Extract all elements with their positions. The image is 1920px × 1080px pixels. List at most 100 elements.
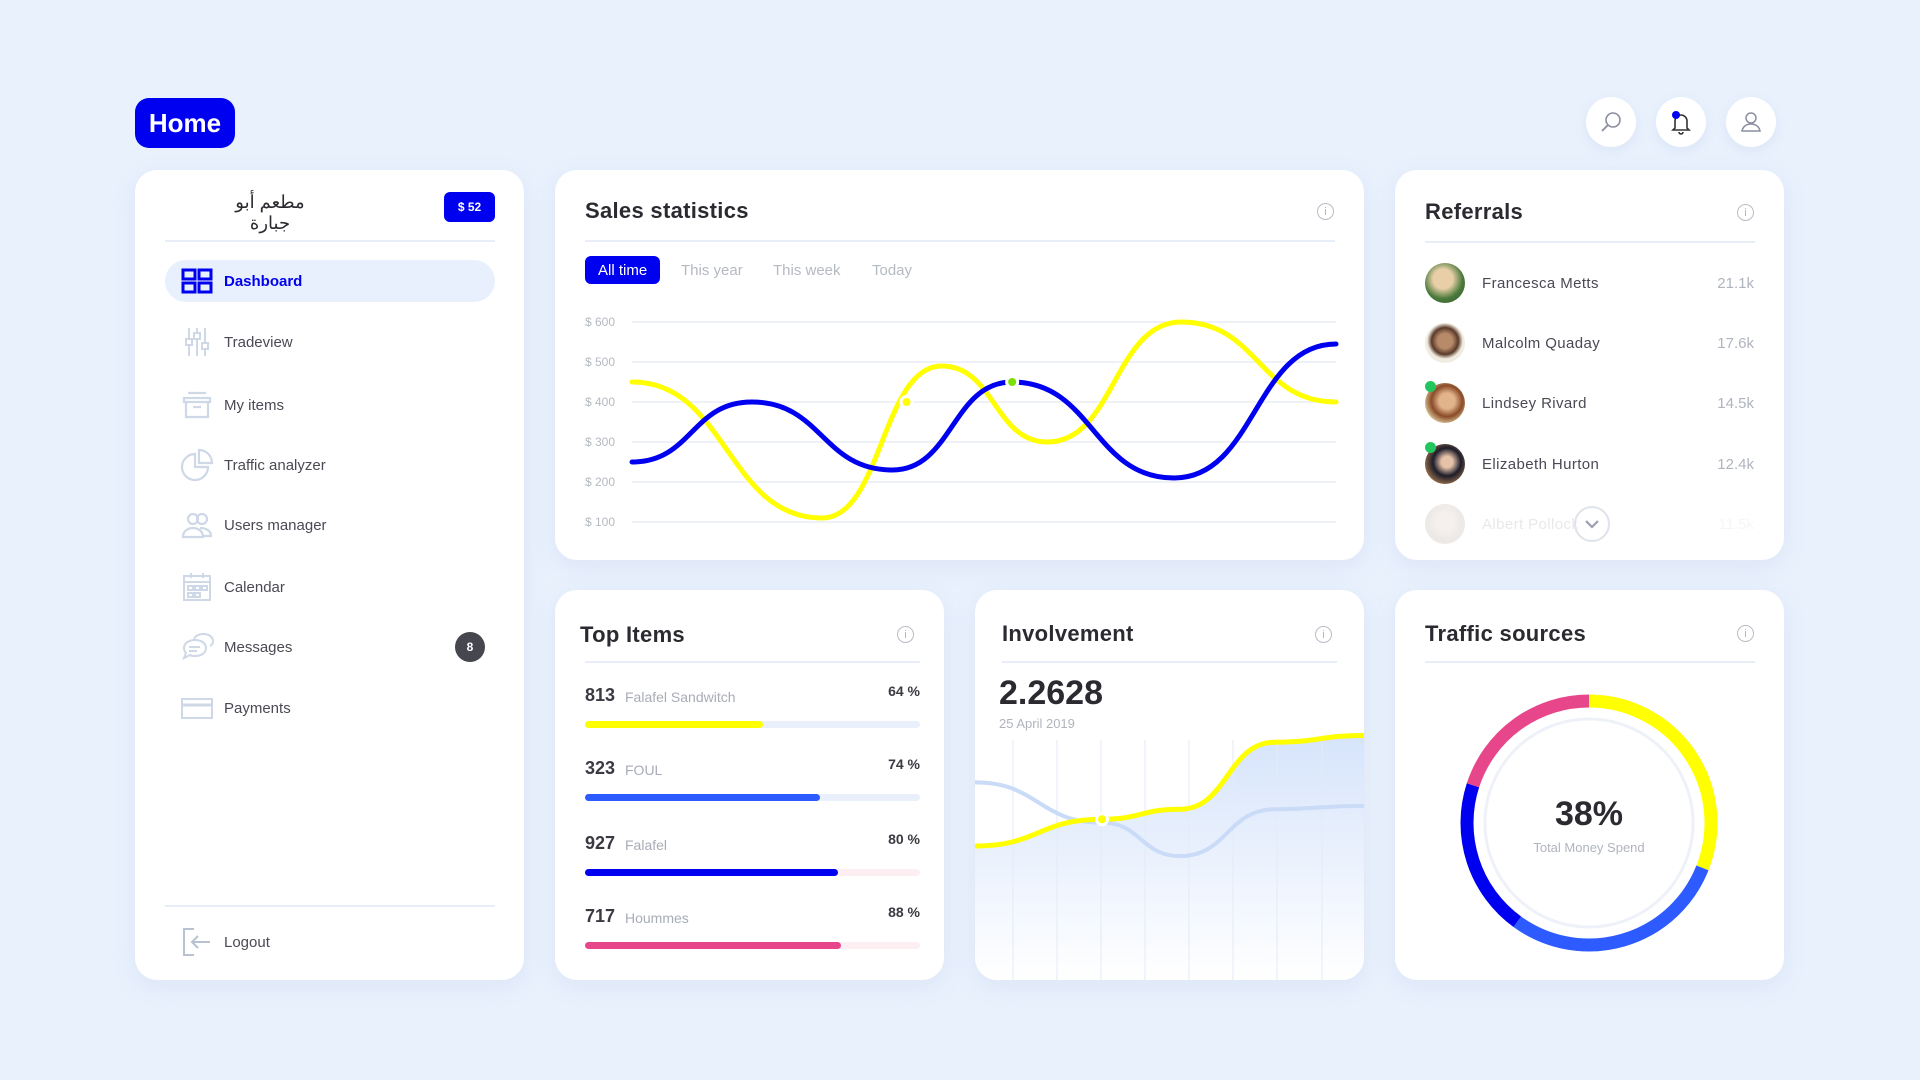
- item-percent: 74 %: [888, 756, 920, 772]
- sidebar-item-tradeview[interactable]: Tradeview: [165, 321, 495, 363]
- sidebar-item-my-items[interactable]: My items: [165, 384, 495, 426]
- referrals-card: Referrals i Francesca Metts 21.1k Malcol…: [1395, 170, 1784, 560]
- sidebar-item-payments[interactable]: Payments: [165, 687, 495, 729]
- home-title-badge[interactable]: Home: [135, 98, 235, 148]
- sidebar-item-calendar[interactable]: Calendar: [165, 566, 495, 608]
- sidebar-item-label: Payments: [224, 699, 291, 717]
- referral-value: 17.6k: [1717, 334, 1754, 352]
- donut-segment: [1513, 865, 1709, 952]
- pie-chart-icon: [180, 448, 214, 482]
- item-progress-fill: [585, 869, 838, 876]
- show-more-button[interactable]: [1574, 506, 1610, 542]
- info-icon[interactable]: i: [1737, 204, 1754, 221]
- notifications-button[interactable]: [1656, 97, 1706, 147]
- traffic-donut-chart: [1460, 694, 1718, 952]
- sidebar-item-messages[interactable]: Messages 8: [165, 626, 495, 668]
- sidebar-item-traffic-analyzer[interactable]: Traffic analyzer: [165, 444, 495, 486]
- item-progress-fill: [585, 721, 763, 728]
- item-progress-fill: [585, 794, 820, 801]
- referral-name: Francesca Metts: [1482, 274, 1599, 292]
- y-tick-label: $ 300: [585, 435, 616, 449]
- info-icon[interactable]: i: [1317, 203, 1334, 220]
- referral-value: 12.4k: [1717, 455, 1754, 473]
- sidebar-item-dashboard[interactable]: Dashboard: [165, 260, 495, 302]
- info-icon[interactable]: i: [1315, 626, 1332, 643]
- referral-row[interactable]: Malcolm Quaday 17.6k: [1425, 321, 1754, 365]
- referrals-title: Referrals: [1425, 199, 1524, 224]
- sidebar-item-label: My items: [224, 396, 284, 414]
- chevron-down-icon: [1585, 520, 1599, 529]
- search-button[interactable]: [1586, 97, 1636, 147]
- chat-icon: [182, 632, 214, 661]
- credit-card-icon: [181, 698, 213, 719]
- item-count: 717: [585, 906, 616, 926]
- involvement-card: Involvement i 2.2628 25 April 2019: [975, 590, 1364, 980]
- traffic-divider: [1425, 661, 1755, 663]
- involvement-date: 25 April 2019: [999, 716, 1075, 731]
- info-icon[interactable]: i: [897, 626, 914, 643]
- online-indicator: [1425, 381, 1436, 392]
- tab-all-time[interactable]: All time: [585, 256, 661, 284]
- item-name: Hoummes: [625, 910, 689, 926]
- referral-row[interactable]: Albert Pollock 11.5k: [1425, 502, 1754, 546]
- item-name: Falafel Sandwitch: [625, 689, 736, 705]
- referral-row[interactable]: Francesca Metts 21.1k: [1425, 261, 1754, 305]
- y-tick-label: $ 200: [585, 475, 616, 489]
- sidebar: مطعم أبو جبارة $ 52 Dashboard Tradeview …: [135, 170, 524, 980]
- sidebar-item-users-manager[interactable]: Users manager: [165, 504, 495, 546]
- referral-row[interactable]: Lindsey Rivard 14.5k: [1425, 381, 1754, 425]
- item-percent: 80 %: [888, 831, 920, 847]
- sales-statistics-card: Sales statistics i All time This year Th…: [555, 170, 1364, 560]
- referral-value: 14.5k: [1717, 394, 1754, 412]
- logout-button[interactable]: Logout: [165, 921, 495, 963]
- item-progress-bar: [585, 869, 920, 876]
- referral-row[interactable]: Elizabeth Hurton 12.4k: [1425, 442, 1754, 486]
- sidebar-item-label: Traffic analyzer: [224, 456, 326, 474]
- donut-segment: [1588, 694, 1718, 871]
- involvement-yellow-line: [975, 733, 1364, 849]
- tab-this-year[interactable]: This year: [681, 261, 743, 279]
- top-items-title: Top Items: [580, 622, 685, 647]
- sidebar-divider: [165, 240, 495, 242]
- donut-segment: [1466, 694, 1590, 788]
- item-progress-bar: [585, 721, 920, 728]
- tab-today[interactable]: Today: [872, 261, 913, 279]
- sales-title: Sales statistics: [585, 198, 749, 223]
- sidebar-item-label: Dashboard: [224, 272, 303, 290]
- tab-this-week[interactable]: This week: [773, 261, 841, 279]
- calendar-icon: [183, 573, 211, 601]
- dashboard-icon: [181, 268, 213, 294]
- item-progress-bar: [585, 942, 920, 949]
- user-icon: [1741, 112, 1761, 132]
- traffic-percent: 38%: [1554, 795, 1624, 833]
- y-tick-label: $ 400: [585, 395, 616, 409]
- avatar: [1425, 504, 1465, 544]
- profile-button[interactable]: [1726, 97, 1776, 147]
- item-percent: 88 %: [888, 904, 920, 920]
- avatar: [1425, 323, 1465, 363]
- item-percent: 64 %: [888, 683, 920, 699]
- messages-count-badge: 8: [455, 632, 485, 662]
- series-blue-line: [629, 341, 1339, 481]
- referral-name: Malcolm Quaday: [1482, 334, 1601, 352]
- referrals-divider: [1425, 241, 1755, 243]
- top-items-card: Top Items i 813 Falafel Sandwitch 64 % 3…: [555, 590, 944, 980]
- involvement-area: [975, 735, 1364, 980]
- info-icon[interactable]: i: [1737, 625, 1754, 642]
- referral-value: 11.5k: [1718, 515, 1754, 533]
- balance-badge: $ 52: [444, 192, 495, 222]
- y-tick-label: $ 100: [585, 515, 616, 529]
- sliders-icon: [185, 328, 209, 356]
- data-point-dot: [902, 398, 911, 406]
- sidebar-item-label: Tradeview: [224, 333, 293, 351]
- item-name: Falafel: [625, 837, 668, 853]
- sales-line-chart: [629, 319, 1339, 523]
- series-yellow-line: [629, 319, 1339, 521]
- donut-segment: [1460, 783, 1522, 927]
- referral-name: Lindsey Rivard: [1482, 394, 1587, 412]
- bell-icon: [1671, 111, 1691, 135]
- restaurant-name: مطعم أبو جبارة: [235, 192, 305, 233]
- involvement-light-line: [975, 780, 1364, 859]
- online-indicator: [1425, 442, 1436, 453]
- involvement-chart: [975, 733, 1364, 980]
